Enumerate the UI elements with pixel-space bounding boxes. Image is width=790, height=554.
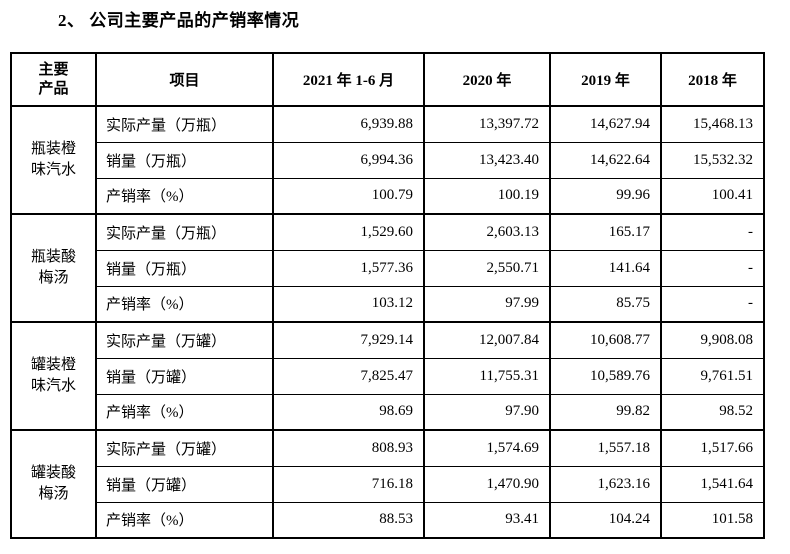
item-cell: 实际产量（万瓶）: [95, 105, 274, 143]
header-item: 项目: [95, 52, 274, 107]
table-row: 产销率（%） 100.79 100.19 99.96 100.41: [11, 177, 765, 215]
value-cell: 1,470.90: [423, 465, 551, 503]
value-cell: 14,627.94: [549, 105, 662, 143]
table-row: 销量（万罐） 716.18 1,470.90 1,623.16 1,541.64: [11, 465, 765, 503]
item-cell: 销量（万瓶）: [95, 141, 274, 179]
value-cell: 12,007.84: [423, 321, 551, 359]
product-cell: 罐装橙 味汽水: [10, 321, 97, 431]
header-2019: 2019 年: [549, 52, 662, 107]
header-2018: 2018 年: [660, 52, 765, 107]
value-cell: 13,423.40: [423, 141, 551, 179]
table-row: 销量（万瓶） 1,577.36 2,550.71 141.64 -: [11, 249, 765, 287]
value-cell: 10,589.76: [549, 357, 662, 395]
header-2020: 2020 年: [423, 52, 551, 107]
value-cell: 93.41: [423, 501, 551, 539]
value-cell: 1,541.64: [660, 465, 765, 503]
value-cell: 10,608.77: [549, 321, 662, 359]
item-cell: 实际产量（万罐）: [95, 429, 274, 467]
value-cell: 1,574.69: [423, 429, 551, 467]
value-cell: 9,908.08: [660, 321, 765, 359]
value-cell: 14,622.64: [549, 141, 662, 179]
value-cell: -: [660, 285, 765, 323]
product-cell: 瓶装橙 味汽水: [10, 105, 97, 215]
item-cell: 销量（万罐）: [95, 465, 274, 503]
value-cell: 103.12: [272, 285, 425, 323]
value-cell: 6,994.36: [272, 141, 425, 179]
value-cell: 101.58: [660, 501, 765, 539]
value-cell: 104.24: [549, 501, 662, 539]
value-cell: 7,929.14: [272, 321, 425, 359]
value-cell: 11,755.31: [423, 357, 551, 395]
item-cell: 产销率（%）: [95, 177, 274, 215]
value-cell: 99.82: [549, 393, 662, 431]
value-cell: 98.69: [272, 393, 425, 431]
value-cell: 85.75: [549, 285, 662, 323]
item-cell: 产销率（%）: [95, 285, 274, 323]
table-row: 销量（万罐） 7,825.47 11,755.31 10,589.76 9,76…: [11, 357, 765, 395]
value-cell: 15,468.13: [660, 105, 765, 143]
item-cell: 销量（万罐）: [95, 357, 274, 395]
value-cell: 716.18: [272, 465, 425, 503]
value-cell: 165.17: [549, 213, 662, 251]
value-cell: 13,397.72: [423, 105, 551, 143]
value-cell: 88.53: [272, 501, 425, 539]
value-cell: 99.96: [549, 177, 662, 215]
item-cell: 产销率（%）: [95, 393, 274, 431]
value-cell: 2,603.13: [423, 213, 551, 251]
value-cell: 141.64: [549, 249, 662, 287]
product-cell: 瓶装酸 梅汤: [10, 213, 97, 323]
value-cell: 808.93: [272, 429, 425, 467]
value-cell: 1,557.18: [549, 429, 662, 467]
table-header-row: 主要 产品 项目 2021 年 1-6 月 2020 年 2019 年 2018…: [10, 52, 765, 107]
value-cell: -: [660, 249, 765, 287]
value-cell: 1,517.66: [660, 429, 765, 467]
item-cell: 产销率（%）: [95, 501, 274, 539]
table-row: 销量（万瓶） 6,994.36 13,423.40 14,622.64 15,5…: [11, 141, 765, 179]
value-cell: 15,532.32: [660, 141, 765, 179]
value-cell: -: [660, 213, 765, 251]
value-cell: 97.90: [423, 393, 551, 431]
value-cell: 6,939.88: [272, 105, 425, 143]
value-cell: 2,550.71: [423, 249, 551, 287]
table-row: 产销率（%） 103.12 97.99 85.75 -: [11, 285, 765, 323]
value-cell: 1,623.16: [549, 465, 662, 503]
value-cell: 7,825.47: [272, 357, 425, 395]
header-2021h1: 2021 年 1-6 月: [272, 52, 425, 107]
value-cell: 97.99: [423, 285, 551, 323]
production-sales-rate-table: 主要 产品 项目 2021 年 1-6 月 2020 年 2019 年 2018…: [10, 52, 765, 539]
item-cell: 实际产量（万瓶）: [95, 213, 274, 251]
table-row: 罐装酸 梅汤 实际产量（万罐） 808.93 1,574.69 1,557.18…: [10, 429, 765, 539]
table-row: 产销率（%） 88.53 93.41 104.24 101.58: [11, 501, 765, 539]
table-row: 产销率（%） 98.69 97.90 99.82 98.52: [11, 393, 765, 431]
table-row: 瓶装酸 梅汤 实际产量（万瓶） 1,529.60 2,603.13 165.17…: [10, 213, 765, 323]
table-row: 罐装橙 味汽水 实际产量（万罐） 7,929.14 12,007.84 10,6…: [10, 321, 765, 431]
value-cell: 100.41: [660, 177, 765, 215]
page-title: 2、 公司主要产品的产销率情况: [58, 11, 300, 30]
table-row: 瓶装橙 味汽水 实际产量（万瓶） 6,939.88 13,397.72 14,6…: [10, 105, 765, 215]
value-cell: 1,529.60: [272, 213, 425, 251]
item-cell: 销量（万瓶）: [95, 249, 274, 287]
item-cell: 实际产量（万罐）: [95, 321, 274, 359]
value-cell: 98.52: [660, 393, 765, 431]
header-product: 主要 产品: [10, 52, 97, 107]
value-cell: 100.19: [423, 177, 551, 215]
product-cell: 罐装酸 梅汤: [10, 429, 97, 539]
value-cell: 100.79: [272, 177, 425, 215]
value-cell: 1,577.36: [272, 249, 425, 287]
value-cell: 9,761.51: [660, 357, 765, 395]
